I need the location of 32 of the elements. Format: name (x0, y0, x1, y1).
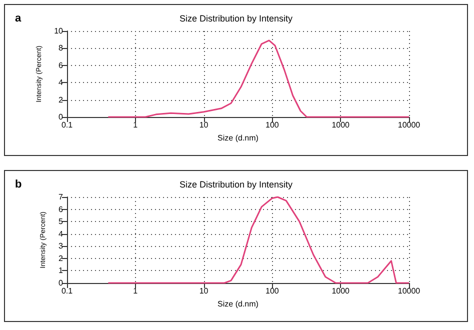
chart-title: Size Distribution by Intensity (179, 14, 294, 24)
x-axis-title: Size (d.nm) (218, 299, 259, 308)
y-tick-label: 10 (54, 26, 64, 36)
x-tick-label: 1000 (332, 286, 350, 296)
x-tick-label: 1000 (332, 120, 350, 130)
x-tick-label: 0.1 (61, 286, 74, 296)
x-tick-label: 100 (266, 120, 280, 130)
x-tick-label: 1 (133, 120, 138, 130)
text: b (15, 178, 22, 190)
x-tick-label: 10000 (398, 286, 421, 296)
y-tick-label: 4 (58, 78, 64, 88)
y-tick-label: 1 (58, 266, 64, 276)
y-tick-label: 2 (58, 254, 64, 263)
y-tick-label: 6 (58, 204, 64, 214)
y-tick-label: 0 (58, 278, 64, 288)
x-tick-label: 10 (199, 120, 209, 130)
y-tick-label: 6 (58, 60, 64, 70)
y-tick-label: 2 (58, 95, 64, 104)
x-tick-label: 100 (266, 286, 280, 296)
x-tick-label: 1 (133, 286, 138, 296)
y-tick-label: 7 (58, 192, 64, 202)
y-tick-label: 5 (58, 217, 64, 226)
text: a (15, 12, 22, 24)
x-axis-title: Size (d.nm) (218, 133, 259, 142)
y-tick-label: 8 (58, 44, 64, 53)
x-tick-label: 10 (199, 286, 209, 296)
chart-title: Size Distribution by Intensity (179, 180, 294, 190)
y-tick-label: 0 (58, 112, 64, 122)
y-tick-label: 4 (58, 229, 64, 238)
x-tick-label: 10000 (398, 120, 421, 130)
x-tick-label: 0.1 (61, 120, 74, 130)
y-tick-label: 3 (58, 242, 64, 251)
